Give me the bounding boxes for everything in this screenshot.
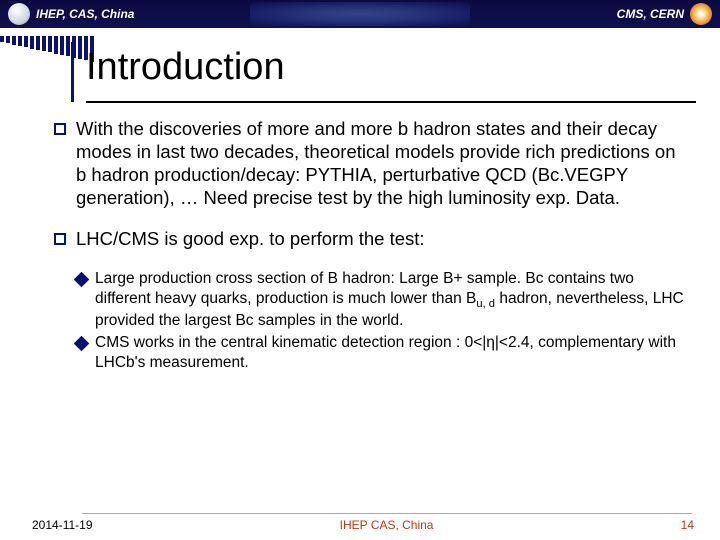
header-right-text: CMS, CERN — [617, 7, 684, 21]
title-rule — [86, 101, 696, 103]
slide-title: Introduction — [86, 46, 285, 89]
sub-bullet-item: Large production cross section of B hadr… — [76, 269, 684, 331]
header-left: IHEP, CAS, China — [8, 3, 134, 25]
footer-date: 2014-11-19 — [32, 518, 93, 532]
square-bullet-icon — [54, 123, 66, 135]
bullet-text: LHC/CMS is good exp. to perform the test… — [76, 228, 425, 251]
sub-bullet-text: Large production cross section of B hadr… — [95, 269, 684, 331]
header-left-text: IHEP, CAS, China — [36, 7, 134, 21]
bullet-item: With the discoveries of more and more b … — [54, 118, 684, 210]
header-center-graphic-icon — [250, 2, 470, 26]
content-area: With the discoveries of more and more b … — [54, 118, 684, 374]
footer-center: IHEP CAS, China — [340, 518, 434, 532]
side-bars-decoration-icon — [0, 30, 94, 62]
ihep-logo-icon — [8, 3, 30, 25]
diamond-bullet-icon — [74, 271, 90, 287]
bullet-item: LHC/CMS is good exp. to perform the test… — [54, 228, 684, 373]
sub-bullet-item: CMS works in the central kinematic detec… — [76, 333, 684, 373]
square-bullet-icon — [54, 233, 66, 245]
sub-bullet-text: CMS works in the central kinematic detec… — [95, 333, 684, 373]
footer-page: 14 — [681, 518, 694, 532]
header-bar: IHEP, CAS, China CMS, CERN — [0, 0, 720, 28]
title-accent-line — [71, 42, 74, 102]
sub-bullet-list: Large production cross section of B hadr… — [76, 269, 684, 373]
footer-rule — [82, 513, 692, 514]
cms-logo-icon — [690, 3, 712, 25]
bullet-row: LHC/CMS is good exp. to perform the test… — [54, 228, 684, 251]
title-area: Introduction — [86, 46, 285, 89]
diamond-bullet-icon — [74, 335, 90, 351]
bullet-text: With the discoveries of more and more b … — [76, 118, 684, 210]
header-right: CMS, CERN — [617, 3, 712, 25]
footer: 2014-11-19 IHEP CAS, China 14 — [0, 518, 720, 532]
